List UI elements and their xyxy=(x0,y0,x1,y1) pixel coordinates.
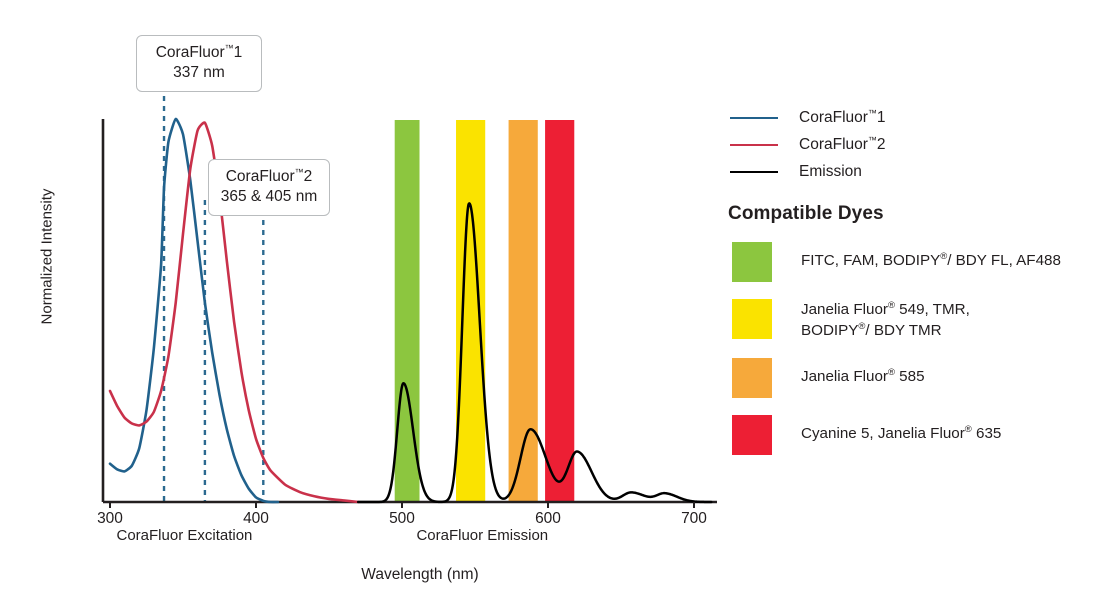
dye-row-yellow: Janelia Fluor® 549, TMR, BODIPY®/ BDY TMR xyxy=(728,299,1110,341)
dye-label: Cyanine 5, Janelia Fluor® 635 xyxy=(801,423,1002,443)
dye-row-green: FITC, FAM, BODIPY®/ BDY FL, AF488 xyxy=(728,242,1110,282)
dye-row-red: Cyanine 5, Janelia Fluor® 635 xyxy=(728,415,1110,456)
callout2-line2: 365 & 405 nm xyxy=(220,187,318,205)
emission-band-2 xyxy=(508,120,538,502)
legend-label: CoraFluor™1 xyxy=(799,107,886,126)
color-swatch-icon xyxy=(732,415,772,456)
x-tick-label-300: 300 xyxy=(97,510,123,527)
line-swatch-icon xyxy=(730,143,778,146)
x-tick-label-600: 600 xyxy=(535,510,561,527)
emission-curve xyxy=(356,202,713,504)
compatible-dyes-title: Compatible Dyes xyxy=(728,203,884,224)
dye-label: FITC, FAM, BODIPY®/ BDY FL, AF488 xyxy=(801,250,1061,269)
legend-label: CoraFluor™2 xyxy=(799,134,886,153)
legend-item-emission: Emission xyxy=(728,158,1110,185)
sub-axis-label-emission: CoraFluor Emission xyxy=(416,527,549,544)
sub-axis-label-excitation: CoraFluor Excitation xyxy=(116,527,253,544)
callout2-line1: CoraFluor™2 xyxy=(225,166,313,185)
legend-label: Emission xyxy=(799,162,862,180)
x-tick-label-700: 700 xyxy=(681,510,707,527)
x-axis-title: Wavelength (nm) xyxy=(361,566,479,583)
color-swatch-icon xyxy=(732,242,772,282)
excitation-curve-1 xyxy=(108,121,360,504)
spectra-svg xyxy=(101,96,717,508)
dye-label: Janelia Fluor® 549, TMR, BODIPY®/ BDY TMR xyxy=(801,299,970,339)
legend-item-corafluor2: CoraFluor™2 xyxy=(728,131,1110,158)
emission-band-1 xyxy=(456,120,486,502)
dye-row-orange: Janelia Fluor® 585 xyxy=(728,358,1110,399)
dye-label: Janelia Fluor® 585 xyxy=(801,366,925,386)
x-tick-label-400: 400 xyxy=(243,510,269,527)
emission-band-3 xyxy=(545,120,575,502)
chart-plot-area: Normalized Intensity 300 400 500 600 700 Cora… xyxy=(38,96,717,544)
callout-corafluor1: CoraFluor™1 337 nm xyxy=(136,35,262,92)
callout-corafluor2: CoraFluor™2 365 & 405 nm xyxy=(208,159,330,216)
y-axis-label: Normalized Intensity xyxy=(38,188,56,325)
legend-item-corafluor1: CoraFluor™1 xyxy=(728,104,1110,131)
line-swatch-icon xyxy=(730,170,778,173)
side-panel: CoraFluor™1 CoraFluor™2 Emission Compati… xyxy=(728,104,1110,456)
line-swatch-icon xyxy=(730,116,778,119)
callout1-line1: CoraFluor™1 xyxy=(155,42,243,61)
color-swatch-icon xyxy=(732,358,772,399)
color-swatch-icon xyxy=(732,299,772,339)
x-tick-label-500: 500 xyxy=(389,510,415,527)
callout1-line2: 337 nm xyxy=(173,63,225,81)
